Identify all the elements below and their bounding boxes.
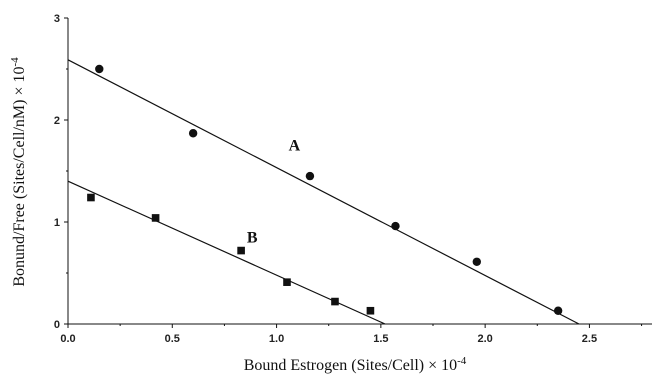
x-tick-label: 1.0 xyxy=(269,333,284,345)
point-b xyxy=(331,297,339,306)
fit-lines xyxy=(67,59,580,325)
point-a xyxy=(391,221,400,231)
y-tick-label: 0 xyxy=(54,319,60,331)
y-axis-exponent: -4 xyxy=(9,57,21,67)
y-axis-title: Bonund/Free (Sites/Cell/nM) × 10-4 xyxy=(9,57,28,287)
point-a xyxy=(553,306,563,315)
series-label-b: B xyxy=(247,229,258,246)
x-tick-label: 0.0 xyxy=(60,333,75,345)
x-tick-label: 2.0 xyxy=(477,333,492,345)
x-tick-label: 1.5 xyxy=(373,333,388,345)
point-b xyxy=(283,278,291,286)
x-tick-label: 2.5 xyxy=(582,333,597,345)
y-tick-label: 1 xyxy=(54,217,60,229)
fit-line-a xyxy=(67,59,580,325)
point-b xyxy=(366,306,375,315)
point-b xyxy=(151,214,160,222)
x-tick-label: 0.5 xyxy=(165,333,180,345)
x-axis-title: Bound Estrogen (Sites/Cell) × 10-4 xyxy=(244,355,467,374)
axis-ticks: 0.0 0.5 1.0 1.5 2.0 2.5 0 1 2 3 xyxy=(54,13,643,345)
point-b xyxy=(87,193,95,202)
y-tick-label: 2 xyxy=(54,115,60,127)
x-axis-exponent: -4 xyxy=(457,355,467,367)
axes xyxy=(67,18,652,325)
series-labels: AB xyxy=(247,138,301,247)
data-points xyxy=(87,64,563,315)
series-label-a: A xyxy=(289,138,301,155)
point-a xyxy=(95,64,104,74)
point-a xyxy=(188,129,198,138)
point-b xyxy=(237,246,245,255)
point-a xyxy=(305,171,315,181)
point-a xyxy=(472,257,481,266)
y-tick-label: 3 xyxy=(54,13,60,25)
